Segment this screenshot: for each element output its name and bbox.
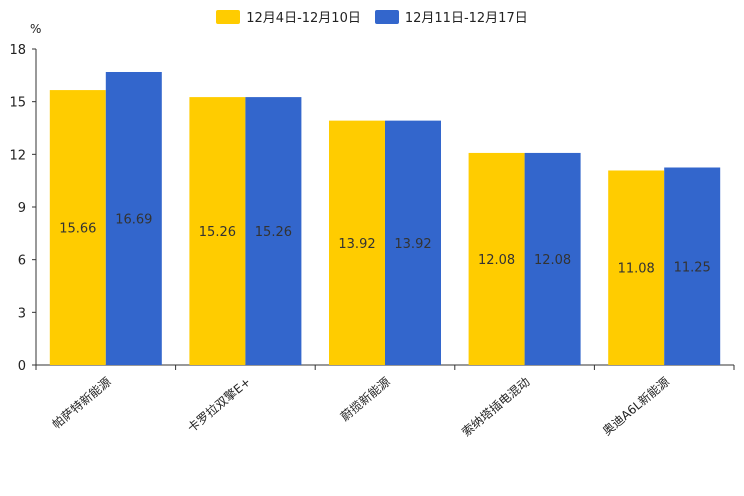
x-category-label: 蔚揽新能源 xyxy=(337,374,393,424)
x-category-label: 帕萨特新能源 xyxy=(49,374,114,432)
data-label-1-3: 13.92 xyxy=(338,237,375,252)
y-tick-label: 15 xyxy=(9,96,26,111)
legend-item-series-2[interactable]: 12月11日-12月17日 xyxy=(374,7,528,26)
legend-label-series-2: 12月11日-12月17日 xyxy=(404,11,528,26)
data-label-2-2: 15.26 xyxy=(255,225,292,240)
bar-1-5[interactable] xyxy=(608,170,665,365)
bar-2-2[interactable] xyxy=(245,97,302,365)
x-category-label: 卡罗拉双擎E+ xyxy=(184,374,253,435)
legend-item-series-1[interactable]: 12月4日-12月10日 xyxy=(216,7,361,26)
bar-2-5[interactable] xyxy=(664,167,721,366)
y-tick-label: 12 xyxy=(9,148,26,163)
data-label-2-5: 11.25 xyxy=(674,260,711,275)
y-tick-label: 0 xyxy=(18,359,26,374)
bar-2-3[interactable] xyxy=(385,120,441,365)
data-label-2-4: 12.08 xyxy=(534,253,571,268)
y-tick-label: 6 xyxy=(18,254,26,269)
bar-1-2[interactable] xyxy=(189,97,246,365)
y-tick-label: 18 xyxy=(9,43,26,58)
y-tick-label: 9 xyxy=(18,201,26,216)
x-category-label: 奥迪A6L新能源 xyxy=(599,374,672,439)
bar-2-4[interactable] xyxy=(524,152,581,365)
y-tick-label: 3 xyxy=(18,306,26,321)
legend: 12月4日-12月10日 12月11日-12月17日 xyxy=(0,7,744,26)
data-label-2-1: 16.69 xyxy=(115,212,152,227)
data-label-1-5: 11.08 xyxy=(618,262,655,277)
data-label-1-1: 15.66 xyxy=(59,222,96,237)
data-label-1-4: 12.08 xyxy=(478,253,515,268)
data-label-1-2: 15.26 xyxy=(199,225,236,240)
bar-1-1[interactable] xyxy=(49,90,106,365)
bar-1-4[interactable] xyxy=(468,152,525,365)
legend-swatch-series-2 xyxy=(374,9,399,24)
y-axis-unit-label: % xyxy=(30,22,42,36)
bar-1-3[interactable] xyxy=(329,120,385,365)
legend-label-series-1: 12月4日-12月10日 xyxy=(246,11,361,26)
legend-swatch-series-1 xyxy=(216,9,241,24)
data-label-2-3: 13.92 xyxy=(394,237,431,252)
x-category-label: 索纳塔插电混动 xyxy=(459,375,532,440)
bar-2-1[interactable] xyxy=(105,71,162,366)
